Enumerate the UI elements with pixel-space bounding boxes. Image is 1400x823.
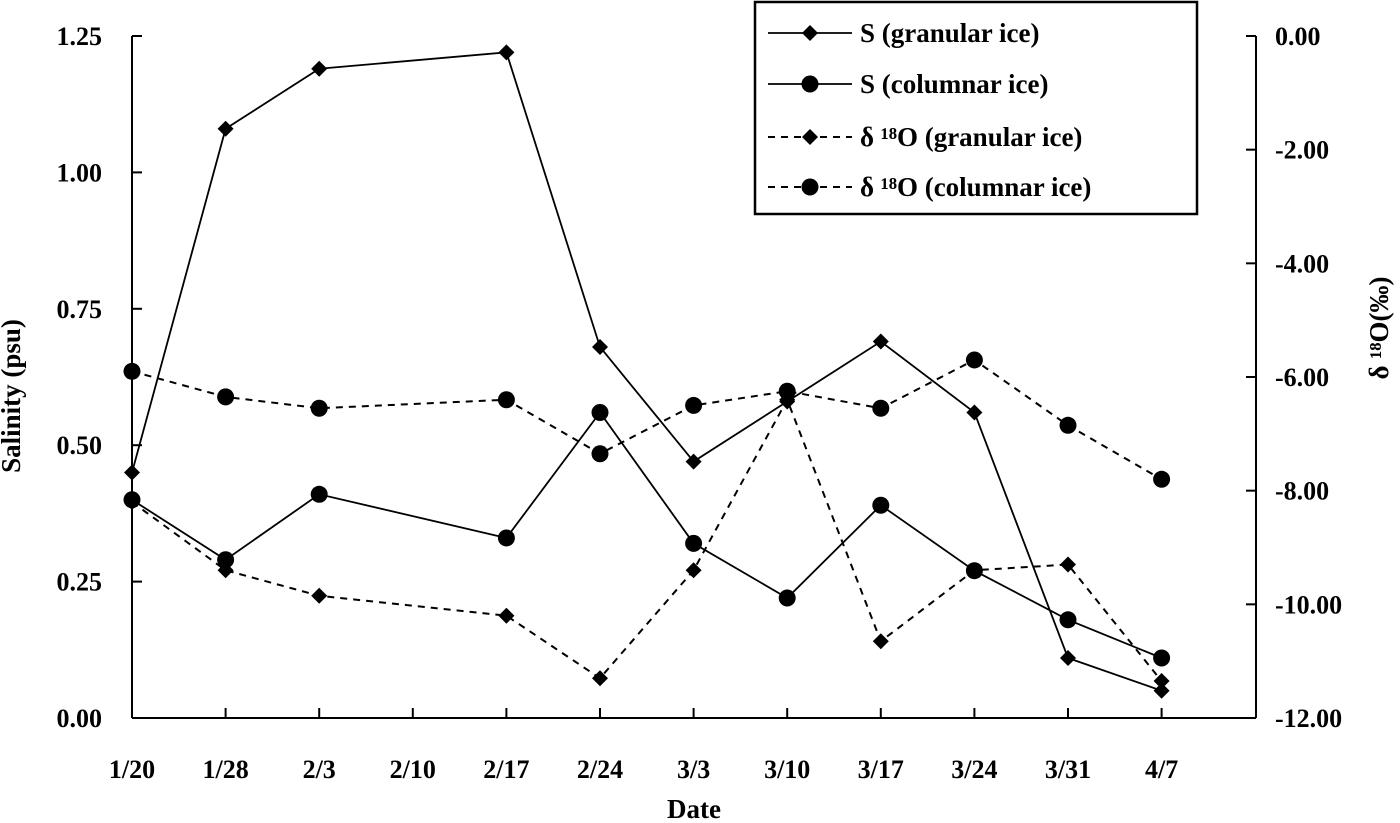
data-point bbox=[591, 445, 609, 463]
right-y-tick-label: -12.00 bbox=[1275, 704, 1342, 733]
left-y-tick-label: 0.25 bbox=[57, 568, 103, 597]
data-point bbox=[966, 562, 983, 579]
data-point bbox=[497, 391, 515, 409]
axis-ticks: 1/20 1/28 2/3 2/10 2/17 2/24 3/3 3/10 3/17 3/24 3/… bbox=[57, 22, 1343, 784]
right-y-tick-label: -10.00 bbox=[1275, 590, 1342, 619]
data-point bbox=[497, 529, 515, 547]
right-y-tick-label: -2.00 bbox=[1275, 136, 1329, 165]
left-y-tick-label: 1.00 bbox=[57, 158, 103, 187]
data-point bbox=[591, 403, 609, 421]
legend-marker bbox=[802, 129, 818, 145]
left-y-tick-label: 0.50 bbox=[57, 431, 103, 460]
data-point bbox=[310, 399, 328, 417]
x-tick-label: 1/28 bbox=[202, 755, 248, 784]
x-tick-label: 1/20 bbox=[109, 755, 155, 784]
x-tick-label: 3/3 bbox=[677, 755, 710, 784]
data-point bbox=[311, 60, 328, 77]
legend-box bbox=[753, 0, 1199, 216]
x-tick-label: 2/17 bbox=[483, 755, 529, 784]
legend-marker bbox=[801, 75, 819, 93]
data-point bbox=[872, 399, 890, 417]
data-point bbox=[685, 396, 703, 414]
data-point bbox=[685, 562, 702, 579]
data-point bbox=[124, 464, 140, 481]
data-point bbox=[217, 388, 235, 406]
series-layer bbox=[123, 44, 1171, 699]
x-tick-label: 3/17 bbox=[858, 755, 904, 784]
legend: S (granular ice) S (columnar ice) δ ¹⁸O (g… bbox=[753, 0, 1199, 216]
data-point bbox=[965, 351, 983, 369]
right-y-tick-label: -8.00 bbox=[1275, 477, 1329, 506]
data-point bbox=[1153, 470, 1171, 488]
series-4 bbox=[123, 351, 1171, 488]
data-point bbox=[217, 551, 235, 569]
right-y-tick-label: 0.00 bbox=[1275, 22, 1321, 51]
data-point bbox=[872, 633, 889, 650]
left-y-tick-label: 0.00 bbox=[57, 704, 103, 733]
x-tick-label: 4/7 bbox=[1145, 755, 1178, 784]
data-point bbox=[1060, 556, 1076, 573]
x-tick-label: 3/10 bbox=[764, 755, 810, 784]
legend-label: δ ¹⁸O (granular ice) bbox=[860, 122, 1082, 152]
series-line bbox=[131, 397, 1163, 682]
data-point bbox=[217, 120, 234, 137]
data-point bbox=[685, 534, 703, 552]
series-3 bbox=[124, 391, 1170, 690]
data-point bbox=[966, 404, 983, 421]
left-y-tick-label: 0.75 bbox=[57, 295, 103, 324]
series-line bbox=[131, 358, 1163, 481]
x-tick-label: 3/24 bbox=[951, 755, 997, 784]
left-y-axis-title: Salinity (psu) bbox=[0, 319, 26, 473]
data-point bbox=[685, 453, 702, 470]
data-point bbox=[872, 333, 889, 350]
right-y-axis-title: δ ¹⁸O(‰) bbox=[1364, 277, 1394, 380]
right-y-tick-label: -6.00 bbox=[1275, 363, 1329, 392]
series-line bbox=[131, 410, 1162, 659]
legend-label: δ ¹⁸O (columnar ice) bbox=[860, 172, 1091, 202]
series-2 bbox=[123, 403, 1171, 667]
series-1 bbox=[124, 44, 1170, 699]
data-point bbox=[872, 496, 890, 514]
data-point bbox=[311, 587, 328, 604]
data-point bbox=[310, 485, 328, 503]
data-point bbox=[123, 362, 141, 380]
data-point bbox=[1059, 611, 1077, 629]
legend-marker bbox=[801, 178, 819, 196]
data-point bbox=[1153, 682, 1170, 699]
right-y-tick-label: -4.00 bbox=[1275, 249, 1329, 278]
data-point bbox=[778, 589, 796, 607]
legend-label: S (granular ice) bbox=[860, 18, 1039, 48]
left-y-tick-label: 1.25 bbox=[57, 22, 103, 51]
data-point bbox=[1060, 649, 1076, 666]
x-tick-label: 2/10 bbox=[390, 755, 436, 784]
data-point bbox=[778, 382, 796, 400]
x-tick-label: 2/3 bbox=[303, 755, 336, 784]
data-point bbox=[592, 670, 608, 687]
legend-marker bbox=[802, 25, 818, 41]
data-point bbox=[217, 562, 234, 579]
data-point bbox=[124, 494, 140, 511]
data-point bbox=[498, 607, 515, 624]
data-point bbox=[592, 338, 608, 355]
data-point bbox=[1153, 673, 1170, 690]
x-axis-title: Date bbox=[667, 794, 721, 823]
data-point bbox=[1153, 649, 1171, 667]
legend-label: S (columnar ice) bbox=[860, 69, 1048, 99]
x-tick-label: 3/31 bbox=[1045, 755, 1091, 784]
data-point bbox=[1059, 416, 1077, 434]
data-point bbox=[498, 44, 515, 61]
x-tick-label: 2/24 bbox=[577, 755, 623, 784]
